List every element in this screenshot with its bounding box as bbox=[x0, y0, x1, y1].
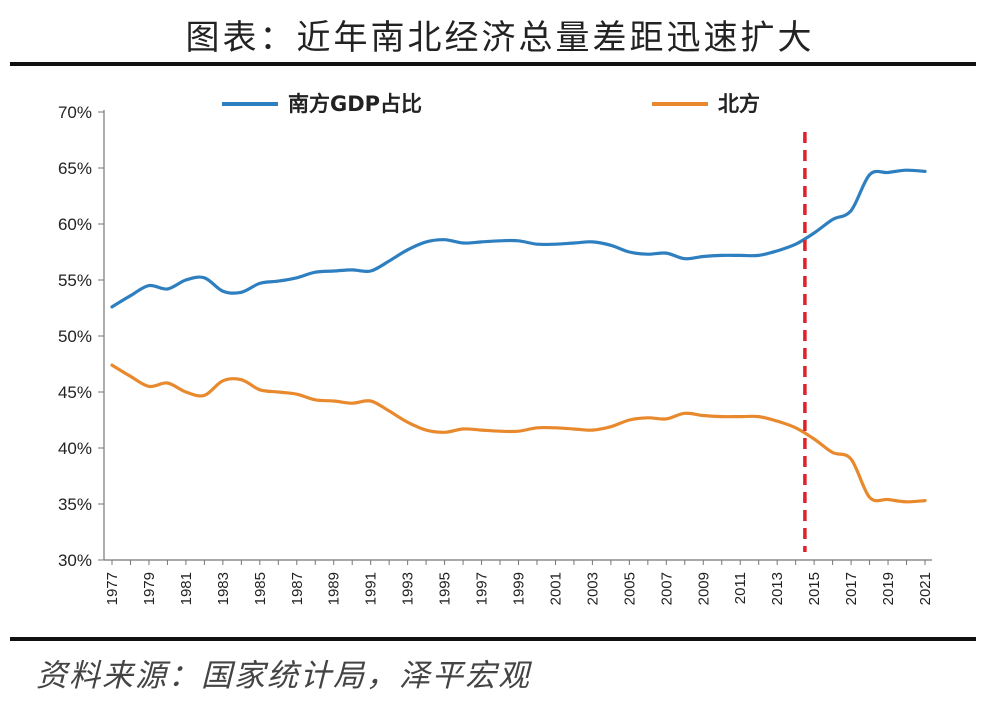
x-tick-label: 1987 bbox=[289, 572, 306, 605]
x-tick-label: 1993 bbox=[400, 572, 417, 605]
bottom-rule bbox=[10, 637, 976, 641]
x-tick-label: 2007 bbox=[658, 572, 675, 605]
source-note: 资料来源：国家统计局，泽平宏观 bbox=[36, 658, 531, 694]
y-tick-label: 65% bbox=[58, 159, 92, 178]
y-tick-label: 40% bbox=[58, 439, 92, 458]
x-tick-label: 2017 bbox=[843, 572, 860, 605]
x-tick-label: 2011 bbox=[732, 572, 749, 604]
series-layer bbox=[110, 168, 927, 504]
page-title: 图表：近年南北经济总量差距迅速扩大 bbox=[185, 18, 815, 58]
line-chart: 30% 35% 40% 45% 50% 55% 60% 65% 70% 1977 1979 1981… bbox=[58, 92, 934, 605]
x-tick-label: 2003 bbox=[584, 572, 601, 605]
x-tick-label: 1977 bbox=[104, 572, 121, 605]
x-tick-label: 1997 bbox=[474, 572, 491, 605]
x-tick-label: 1983 bbox=[215, 572, 232, 605]
x-tick-label: 1999 bbox=[511, 572, 528, 605]
legend-label-2: 北方 bbox=[718, 92, 760, 116]
x-tick-label: 2001 bbox=[547, 572, 564, 605]
x-tick-label: 1981 bbox=[178, 572, 195, 605]
x-tick-label: 2013 bbox=[769, 572, 786, 605]
y-tick-label: 70% bbox=[58, 103, 92, 122]
y-tick-label: 50% bbox=[58, 327, 92, 346]
x-tick-label: 2021 bbox=[917, 572, 934, 605]
x-tick-label: 1989 bbox=[326, 572, 343, 605]
x-tick-label: 1991 bbox=[363, 572, 380, 605]
y-tick-label: 30% bbox=[58, 551, 92, 570]
series-line-2 bbox=[110, 363, 927, 504]
x-tick-label: 2009 bbox=[695, 572, 712, 605]
y-tick-label: 35% bbox=[58, 495, 92, 514]
x-tick-label: 2019 bbox=[880, 572, 897, 605]
x-axis: 1977 1979 1981 1983 1985 1987 1989 1991 1993 1995… bbox=[104, 559, 934, 605]
y-axis: 30% 35% 40% 45% 50% 55% 60% 65% 70% bbox=[58, 103, 105, 570]
x-tick-label: 1995 bbox=[437, 572, 454, 605]
top-rule bbox=[10, 62, 976, 66]
x-tick-label: 2005 bbox=[621, 572, 638, 605]
y-tick-label: 60% bbox=[58, 215, 92, 234]
x-tick-label: 2015 bbox=[806, 572, 823, 605]
series-line-1 bbox=[110, 168, 927, 309]
legend: 南方GDP占比 北方 bbox=[222, 92, 760, 116]
y-tick-label: 55% bbox=[58, 271, 92, 290]
x-tick-label: 1979 bbox=[141, 572, 158, 605]
legend-label-1: 南方GDP占比 bbox=[288, 92, 422, 116]
y-tick-label: 45% bbox=[58, 383, 92, 402]
x-tick-label: 1985 bbox=[252, 572, 269, 605]
